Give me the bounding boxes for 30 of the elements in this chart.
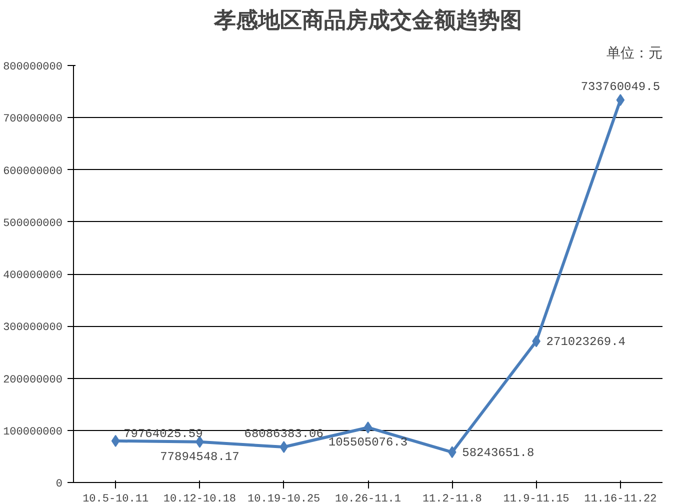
data-label: 79764025.59 — [124, 426, 203, 441]
y-tick-label: 100000000 — [3, 426, 63, 438]
point — [280, 441, 288, 454]
data-label: 68086383.06 — [244, 427, 324, 442]
data-label: 105505076.3 — [328, 436, 408, 450]
y-tick-label: 800000000 — [3, 62, 63, 74]
x-tick-label: 11.16-11.22 — [584, 494, 657, 504]
x-tick-label: 10.5-10.11 — [82, 494, 149, 504]
y-tick-label: 300000000 — [3, 322, 63, 334]
data-label: 271023269.4 — [546, 335, 626, 350]
x-tick-label: 10.26-11.1 — [334, 494, 402, 504]
y-tick-label: 600000000 — [3, 166, 63, 178]
point — [364, 422, 372, 434]
x-tick-label: 10.19-10.25 — [248, 494, 320, 504]
data-label: 733760049.5 — [580, 80, 660, 94]
point — [616, 94, 625, 106]
y-tick-label: 400000000 — [3, 270, 63, 282]
x-tick-label: 11.2-11.8 — [422, 494, 482, 504]
text: 单位：元 — [606, 44, 662, 60]
chart-title: 孝感地区商品房成交金额趋势图 — [213, 8, 522, 32]
point — [448, 446, 456, 458]
y-tick-label: 500000000 — [3, 218, 63, 230]
y-tick-label: 700000000 — [3, 114, 63, 126]
point — [111, 434, 120, 447]
x-tick-label: 10.12-10.18 — [163, 494, 236, 504]
x-tick-label: 11.9-11.15 — [503, 494, 570, 504]
y-tick-label: 0 — [56, 478, 63, 490]
y-tick-label: 200000000 — [3, 374, 63, 386]
data-label: 58243651.8 — [462, 446, 534, 460]
data-label: 77894548.17 — [160, 450, 240, 464]
